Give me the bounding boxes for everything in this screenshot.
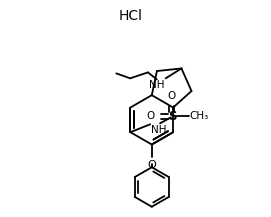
Text: CH₃: CH₃ bbox=[190, 111, 209, 121]
Text: S: S bbox=[168, 110, 176, 123]
Text: O: O bbox=[147, 160, 156, 170]
Text: O: O bbox=[147, 111, 155, 121]
Text: NH: NH bbox=[151, 125, 167, 135]
Text: HCl: HCl bbox=[118, 9, 142, 23]
Text: O: O bbox=[168, 91, 176, 101]
Text: NH: NH bbox=[149, 80, 165, 90]
